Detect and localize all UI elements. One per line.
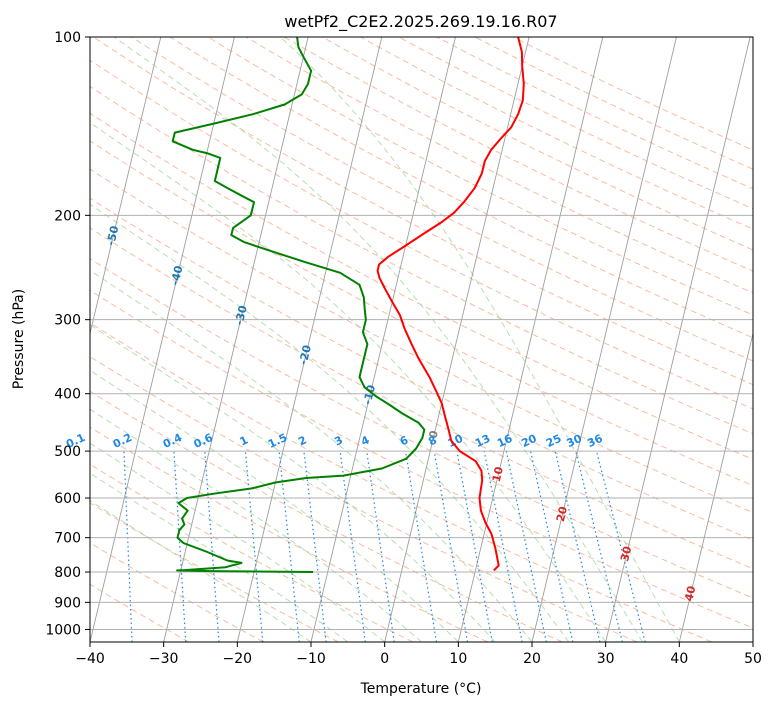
isotherm-label: 20: [554, 505, 570, 523]
x-tick-label: −20: [223, 651, 253, 667]
isotherm-label: -40: [168, 264, 185, 287]
y-tick-label: 800: [54, 565, 81, 581]
x-tick-label: −40: [75, 651, 105, 667]
chart-title: wetPf2_C2E2.2025.269.19.16.R07: [284, 12, 557, 32]
mixing-ratio-line: [404, 451, 438, 642]
dry-adiabat-line: [90, 502, 339, 642]
moist-adiabat-line: [90, 203, 570, 642]
moist-adiabat-line: [90, 442, 385, 642]
dry-adiabat-line: [90, 258, 753, 599]
dry-adiabat-line: [90, 197, 753, 541]
dry-adiabat-line: [90, 322, 712, 642]
isotherm-line: [163, 37, 309, 642]
isotherm-label: 10: [490, 465, 506, 483]
dewpoint-profile-line: [171, 37, 426, 573]
dry-adiabat-line: [93, 37, 753, 386]
mixing-ratio-line: [204, 451, 220, 642]
mixing-ratio-label: 25: [544, 432, 563, 450]
mixing-ratio-line: [483, 450, 523, 642]
isotherm-line: [457, 37, 604, 642]
y-tick-label: 200: [54, 208, 81, 224]
isotherm-line: [90, 37, 235, 642]
mixing-ratio-line: [173, 451, 187, 642]
dry-adiabat-line: [131, 37, 753, 362]
isotherm-label: -20: [297, 343, 314, 366]
mixing-ratio-label: 13: [473, 432, 492, 450]
isotherm-line: [678, 331, 753, 642]
x-axis-ticks: −40 −30 −20 −10 0 10 20 30 40 50: [75, 642, 762, 667]
x-tick-label: 30: [597, 651, 615, 667]
y-axis-ticks: 100 200 300 400 500 600 700 800 900 1000: [45, 30, 90, 638]
background-lines: [90, 37, 753, 642]
mixing-ratio-line: [366, 451, 395, 642]
dry-adiabat-line: [90, 355, 638, 642]
isotherm-line: [384, 37, 530, 642]
mixing-ratio-line: [123, 451, 133, 642]
x-tick-label: 40: [670, 651, 688, 667]
y-tick-label: 600: [54, 491, 81, 507]
x-tick-label: −30: [149, 651, 179, 667]
dry-adiabat-line: [90, 168, 753, 514]
temperature-profile-line: [376, 37, 525, 572]
isotherm-line: [310, 37, 456, 642]
mixing-ratio-line: [595, 450, 646, 642]
x-tick-label: 0: [380, 651, 389, 667]
dry-adiabat-line: [90, 85, 753, 435]
y-axis-label: Pressure (hPa): [11, 289, 27, 389]
dry-adiabat-line: [90, 140, 753, 487]
isotherm-label: -30: [233, 304, 250, 327]
moist-adiabat-line: [90, 122, 607, 642]
dry-adiabat-line: [90, 390, 563, 642]
x-tick-label: 10: [449, 651, 467, 667]
isotherm-line: [90, 37, 162, 336]
moist-adiabat-line: [280, 37, 680, 642]
y-tick-label: 700: [54, 531, 81, 547]
moist-adiabat-line: [90, 369, 459, 642]
moist-adiabat-line: [90, 408, 422, 642]
mixing-ratio-line: [575, 450, 623, 642]
dry-adiabat-line: [90, 289, 753, 629]
mixing-ratio-line: [554, 450, 601, 642]
y-tick-label: 900: [54, 595, 81, 611]
mixing-ratio-line: [433, 450, 469, 642]
y-tick-label: 100: [54, 30, 81, 46]
x-tick-label: 50: [744, 651, 762, 667]
dry-adiabat-line: [90, 112, 753, 460]
isotherm-line: [605, 37, 751, 642]
isotherm-label: -50: [104, 224, 121, 247]
mixing-ratio-label: 16: [495, 432, 515, 450]
moist-adiabat-line: [90, 472, 349, 642]
mixing-ratio-line: [339, 451, 366, 642]
moist-adiabat-line: [90, 269, 533, 642]
y-tick-label: 500: [54, 444, 81, 460]
mixing-ratio-line: [456, 450, 493, 642]
profile-series: [171, 37, 525, 573]
mixing-ratio-label: 20: [519, 432, 539, 450]
isotherm-label: 40: [682, 584, 698, 602]
isotherm-label: 0: [427, 429, 442, 440]
y-tick-label: 1000: [45, 622, 81, 638]
isotherm-line: [236, 37, 383, 642]
mixing-ratio-label: 30: [565, 432, 585, 450]
moist-adiabat-line: [113, 37, 643, 642]
mixing-ratio-line: [278, 451, 300, 642]
dry-adiabat-line: [90, 227, 753, 570]
dry-adiabat-line: [90, 59, 753, 410]
plot-frame: [89, 36, 754, 643]
x-tick-label: −10: [296, 651, 326, 667]
y-tick-label: 300: [54, 313, 81, 329]
isotherm-label: 30: [618, 545, 634, 563]
mixing-ratio-line: [505, 450, 547, 642]
isotherm-line: [531, 37, 677, 642]
mixing-ratio-line: [244, 451, 264, 642]
mixing-ratio-line: [303, 451, 327, 642]
dry-adiabat-line: [169, 37, 753, 339]
y-tick-label: 400: [54, 387, 81, 403]
mixing-ratio-line: [529, 450, 574, 642]
x-axis-label: Temperature (°C): [360, 681, 482, 697]
x-tick-label: 20: [523, 651, 541, 667]
mixing-ratio-label: 36: [585, 432, 605, 450]
